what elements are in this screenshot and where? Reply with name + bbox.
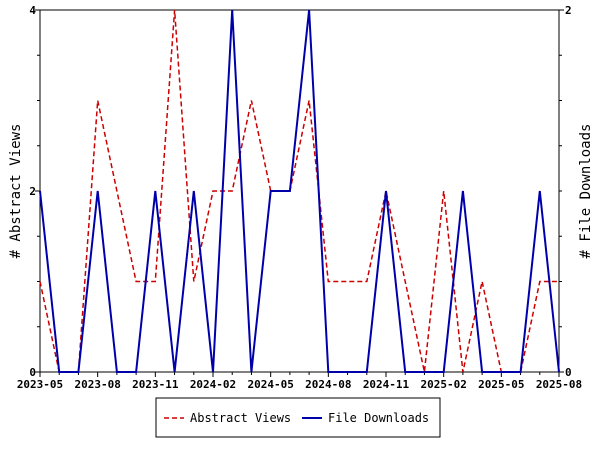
y-right-tick-label: 2 (565, 4, 572, 17)
x-tick-label: 2025-08 (536, 378, 582, 391)
series-line-file-downloads (39, 9, 560, 373)
y-axis-right-label: # File Downloads (578, 124, 594, 259)
x-axis: 2023-05 2023-08 2023-11 2024-02 2024-05 2024-… (17, 372, 582, 391)
legend-label: File Downloads (328, 411, 429, 425)
y-left-tick-label: 0 (29, 366, 36, 379)
x-tick-label: 2024-11 (363, 378, 410, 391)
y-left-tick-label: 2 (29, 185, 36, 198)
y-axis-left-label: # Abstract Views (8, 124, 24, 259)
x-tick-label: 2024-05 (247, 378, 293, 391)
series-layer (39, 9, 560, 373)
x-tick-label: 2025-05 (478, 378, 524, 391)
y-left-tick-label: 4 (29, 4, 36, 17)
legend: Abstract Views File Downloads (155, 397, 441, 438)
series-line-abstract-views (39, 9, 559, 373)
legend-box (155, 397, 441, 438)
x-tick-label: 2025-02 (420, 378, 466, 391)
plot-frame (39, 9, 560, 373)
y-right-tick-label: 0 (565, 366, 572, 379)
x-tick-label: 2024-02 (190, 378, 236, 391)
legend-label: Abstract Views (190, 411, 291, 425)
x-tick-label: 2024-08 (305, 378, 351, 391)
y-axis-left: 0 2 4 (29, 4, 40, 379)
x-tick-label: 2023-11 (132, 378, 179, 391)
x-tick-label: 2023-08 (74, 378, 120, 391)
y-axis-right: 02 (559, 4, 572, 379)
x-tick-label: 2023-05 (17, 378, 63, 391)
